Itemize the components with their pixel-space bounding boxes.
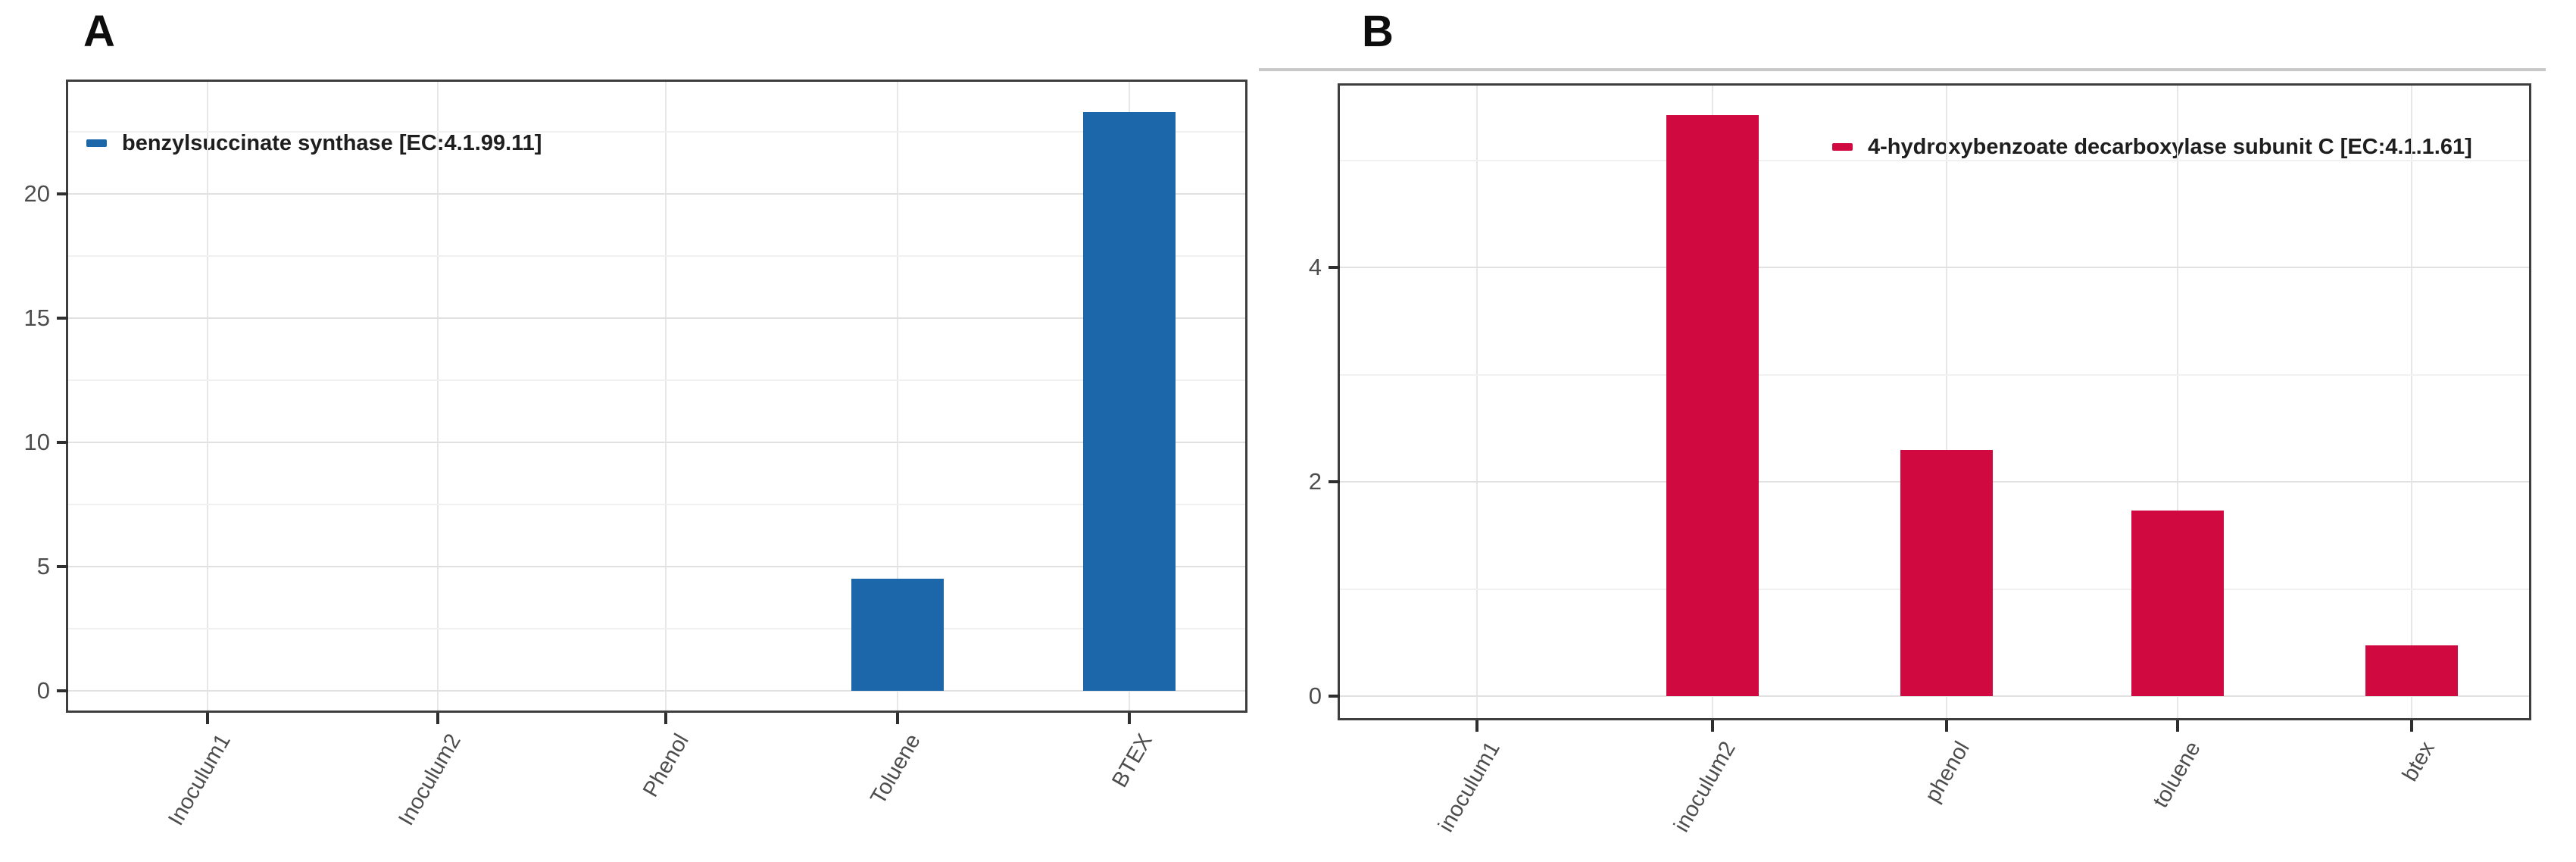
minor-gridline [1340, 374, 2529, 376]
vertical-gridline [207, 82, 208, 711]
vertical-gridline [2411, 86, 2412, 718]
bar-inoculum2 [1666, 115, 1759, 696]
minor-gridline [68, 628, 1245, 629]
bar-BTEX [1083, 112, 1176, 691]
bar-btex [2365, 645, 2458, 696]
vertical-gridline [1476, 86, 1478, 718]
y-axis-tick [57, 317, 68, 320]
x-axis-tick [2410, 720, 2413, 732]
legend-a: benzylsuccinate synthase [EC:4.1.99.11] [86, 130, 542, 156]
x-axis-tick [2176, 720, 2179, 732]
major-gridline [1340, 695, 2529, 697]
minor-gridline [68, 255, 1245, 257]
x-tick-label: toluene [2148, 737, 2206, 812]
y-axis-tick [57, 565, 68, 568]
x-axis-tick [1945, 720, 1948, 732]
y-axis-tick [1329, 695, 1340, 698]
panel-a-label: A [83, 7, 115, 56]
y-tick-label: 0 [1308, 682, 1322, 709]
plot-area-b: 4-hydroxybenzoate decarboxylase subunit … [1309, 83, 2531, 836]
y-tick-label: 4 [1308, 254, 1322, 280]
y-axis-tick [1329, 266, 1340, 269]
major-gridline [68, 690, 1245, 692]
y-tick-label: 2 [1308, 468, 1322, 495]
vertical-gridline [665, 82, 667, 711]
x-tick-label: btex [2397, 737, 2440, 785]
y-tick-label: 5 [36, 553, 50, 579]
x-axis-tick [1128, 713, 1131, 724]
vertical-gridline [897, 82, 898, 711]
x-tick-label: phenol [1920, 737, 1975, 807]
y-axis-tick [57, 192, 68, 195]
x-tick-label: inoculum1 [1434, 737, 1505, 836]
major-gridline [68, 442, 1245, 443]
legend-swatch-icon [86, 139, 107, 147]
vertical-gridline [437, 82, 439, 711]
vertical-gridline [2177, 86, 2178, 718]
bar-Toluene [851, 579, 944, 691]
major-gridline [68, 566, 1245, 567]
plot-area-a: benzylsuccinate synthase [EC:4.1.99.11] … [24, 80, 1247, 829]
x-axis-tick [1711, 720, 1714, 732]
y-axis-tick [57, 441, 68, 444]
bar-toluene [2131, 511, 2224, 696]
minor-gridline [68, 131, 1245, 133]
minor-gridline [1340, 160, 2529, 161]
y-tick-label: 20 [23, 180, 50, 207]
panel-b-label: B [1362, 7, 1394, 56]
legend-b: 4-hydroxybenzoate decarboxylase subunit … [1832, 134, 2472, 160]
x-axis-tick [664, 713, 667, 724]
x-axis-tick [1475, 720, 1478, 732]
y-tick-label: 15 [23, 305, 50, 331]
y-axis-tick [57, 689, 68, 692]
bar-phenol [1900, 450, 1993, 696]
legend-swatch-icon [1832, 143, 1853, 151]
major-gridline [1340, 267, 2529, 268]
x-axis-tick [896, 713, 899, 724]
y-axis-tick [1329, 480, 1340, 483]
panel-b-top-rule [1259, 68, 2546, 71]
major-gridline [68, 317, 1245, 319]
x-tick-label: inoculum2 [1669, 737, 1741, 836]
legend-label: 4-hydroxybenzoate decarboxylase subunit … [1868, 135, 2472, 159]
major-gridline [68, 193, 1245, 195]
minor-gridline [68, 504, 1245, 505]
y-tick-label: 10 [23, 429, 50, 455]
x-axis-tick [206, 713, 209, 724]
minor-gridline [68, 379, 1245, 381]
vertical-gridline [1946, 86, 1947, 718]
legend-label: benzylsuccinate synthase [EC:4.1.99.11] [122, 131, 542, 155]
y-tick-label: 0 [36, 677, 50, 704]
x-axis-tick [436, 713, 439, 724]
